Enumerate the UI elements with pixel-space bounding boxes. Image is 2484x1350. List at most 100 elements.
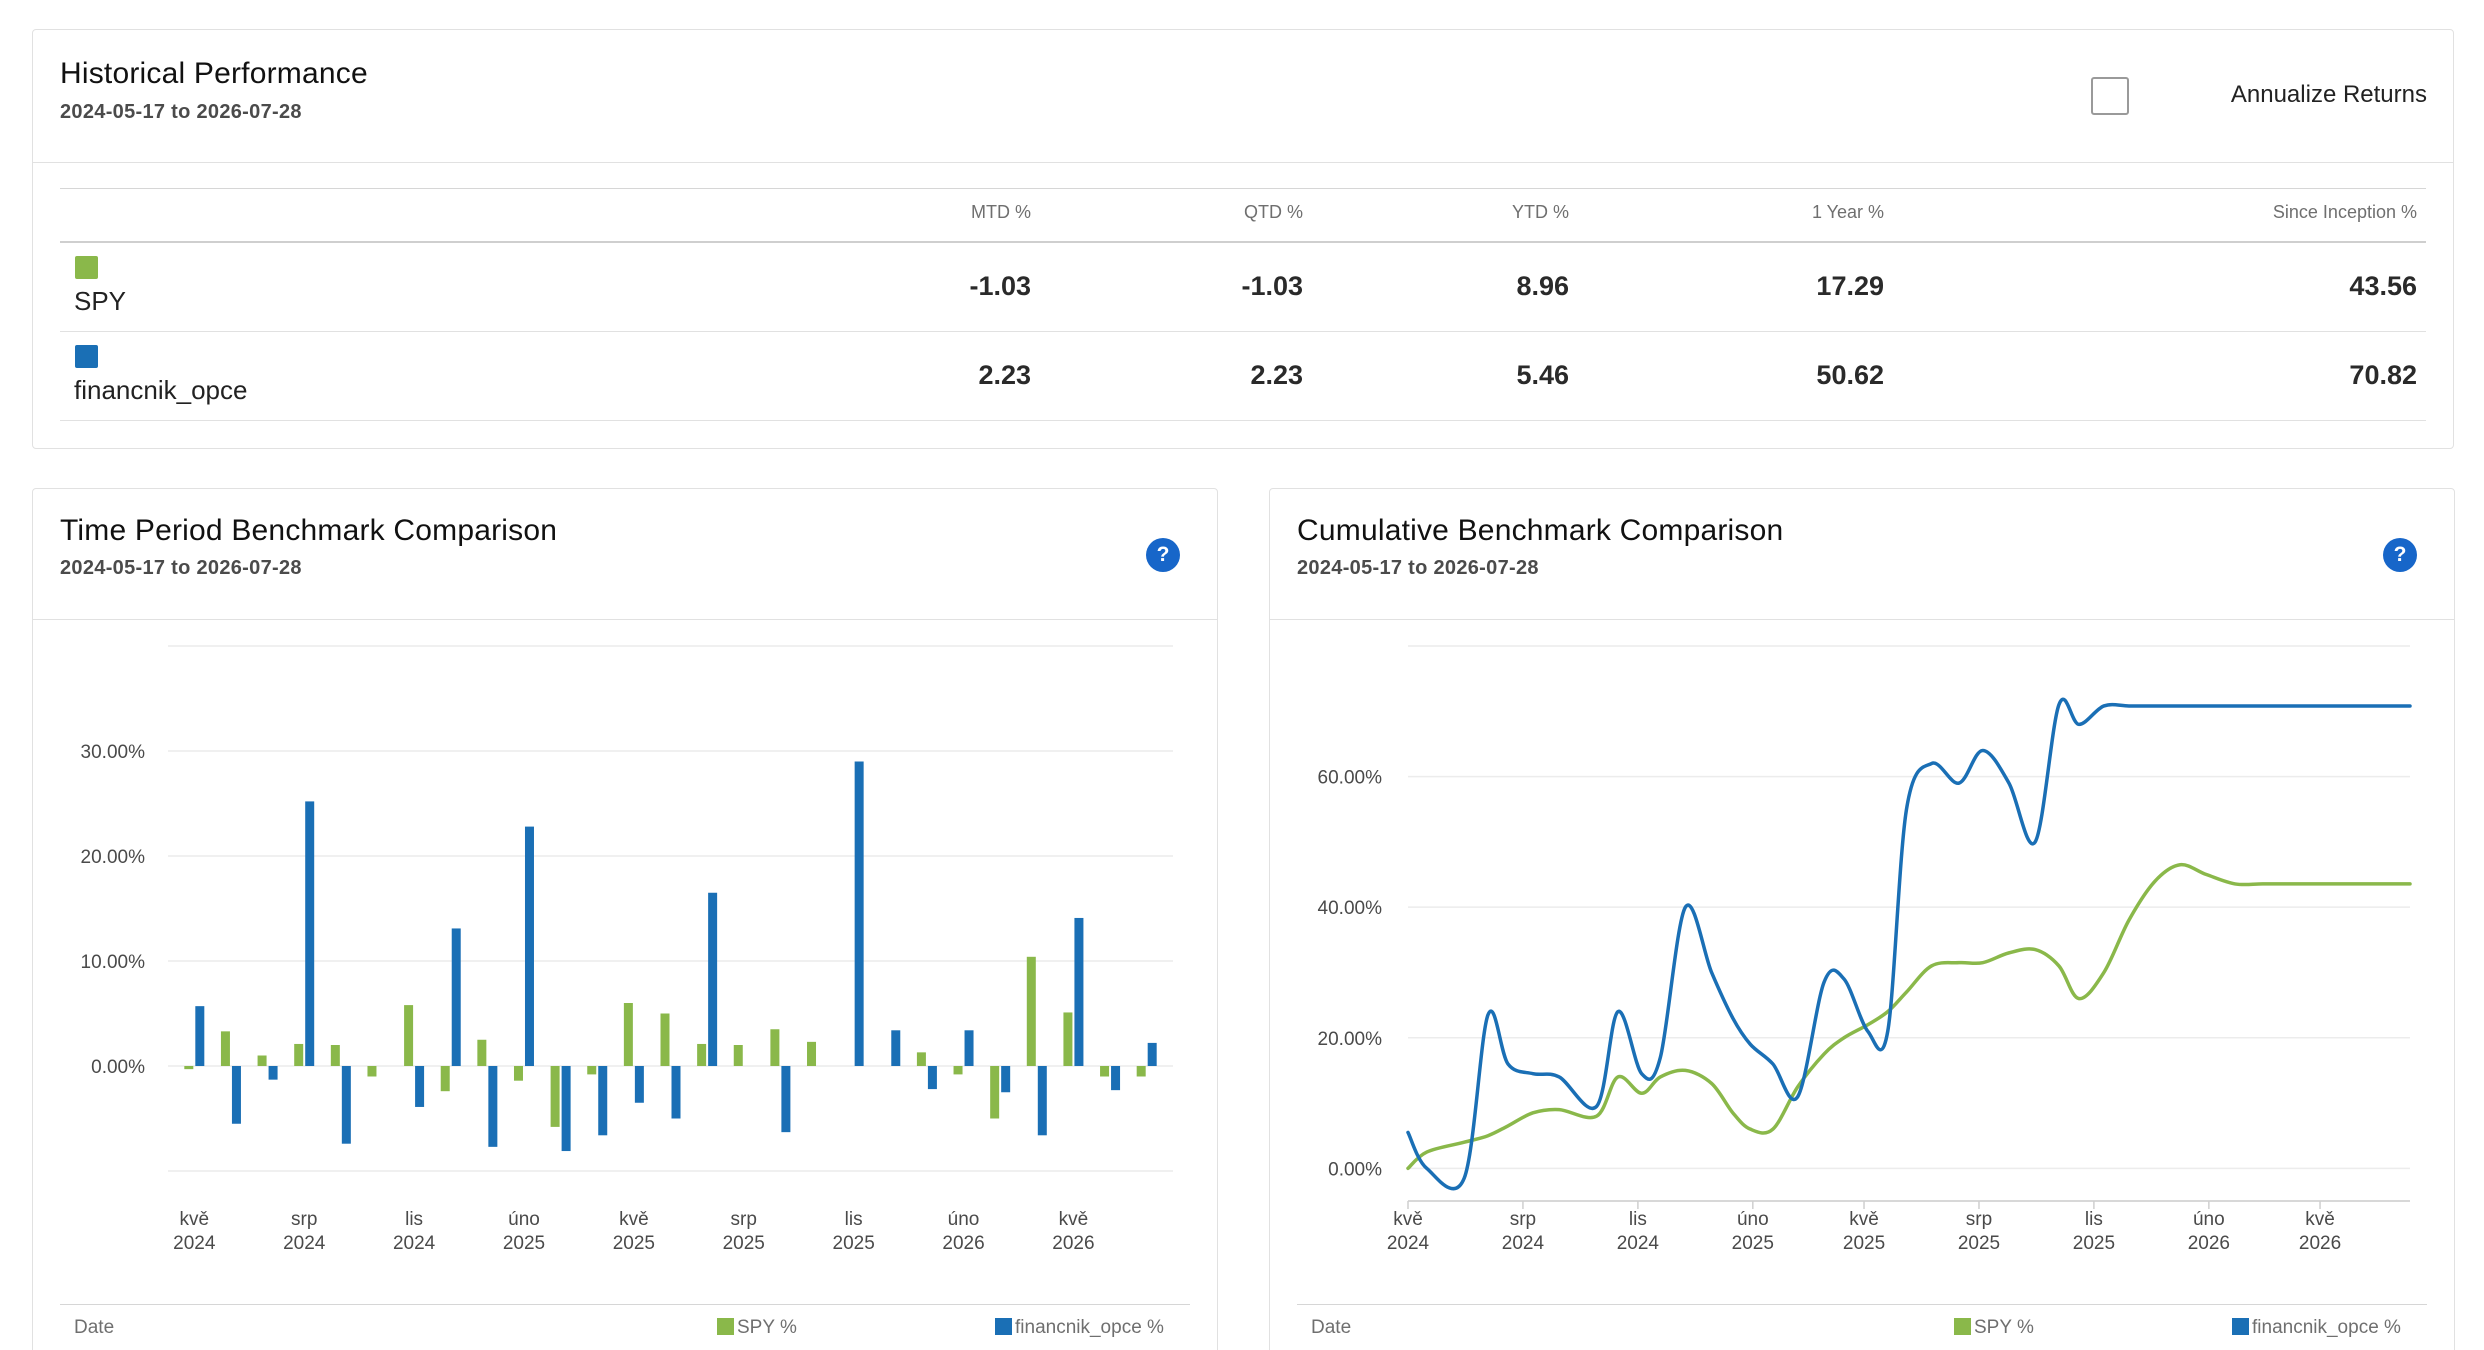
spy-bar[interactable] [477, 1039, 487, 1066]
x-tick-label: kvě [2305, 1209, 2335, 1230]
legend-date-label: Date [74, 1317, 115, 1338]
spy-bar[interactable] [990, 1066, 1000, 1119]
y-tick-label: 0.00% [91, 1057, 145, 1078]
spy-legend-swatch-icon [717, 1318, 734, 1335]
financnik-bar[interactable] [1037, 1066, 1047, 1136]
column-header-qtd[interactable]: QTD % [1243, 202, 1303, 222]
x-tick-year: 2025 [1843, 1233, 1885, 1254]
financnik-bar[interactable] [708, 892, 718, 1066]
financnik-bar[interactable] [1111, 1066, 1121, 1091]
financnik-legend-swatch-icon [995, 1318, 1012, 1335]
financnik-bar[interactable] [891, 1030, 901, 1066]
financnik-bar[interactable] [671, 1066, 681, 1119]
y-tick-label: 20.00% [1318, 1029, 1383, 1050]
annualize-returns-label[interactable]: Annualize Returns [2230, 81, 2427, 108]
financnik-bar[interactable] [927, 1066, 937, 1090]
x-tick-label: úno [508, 1209, 540, 1230]
x-tick-year: 2024 [1502, 1233, 1545, 1254]
spy-bar[interactable] [294, 1043, 304, 1066]
spy-bar[interactable] [697, 1043, 707, 1066]
financnik-legend-swatch-icon [2232, 1318, 2249, 1335]
financnik-bar[interactable] [305, 801, 315, 1066]
x-tick-label: úno [1737, 1209, 1769, 1230]
spy-line[interactable] [1406, 862, 2412, 1171]
spy-bar[interactable] [184, 1066, 194, 1070]
spy-bar[interactable] [1100, 1066, 1110, 1077]
spy-bar[interactable] [220, 1031, 230, 1066]
financnik-bar[interactable] [854, 761, 864, 1067]
financnik-bar[interactable] [634, 1066, 644, 1103]
spy-bar[interactable] [733, 1045, 743, 1066]
financnik-bar[interactable] [1001, 1066, 1011, 1093]
spy-bar[interactable] [440, 1066, 450, 1092]
legend-date-label: Date [1311, 1317, 1352, 1338]
y-tick-label: 60.00% [1318, 768, 1383, 789]
spy-bar[interactable] [1136, 1066, 1146, 1077]
x-tick-label: srp [1966, 1209, 1992, 1230]
financnik-bar[interactable] [598, 1066, 608, 1136]
spy-bar[interactable] [587, 1066, 597, 1075]
financnik-bar[interactable] [341, 1066, 351, 1144]
x-tick-label: kvě [180, 1209, 210, 1230]
column-header-1-year[interactable]: 1 Year % [1811, 202, 1884, 222]
financnik-bar[interactable] [231, 1066, 241, 1124]
spy-bar[interactable] [330, 1045, 340, 1066]
financnik-bar[interactable] [524, 826, 534, 1066]
legend-spy[interactable]: SPY % [1954, 1317, 2034, 1339]
legend-financnik[interactable]: financnik_opce % [2232, 1317, 2401, 1339]
performance-table-header: MTD % QTD % YTD % 1 Year % Since Incepti… [60, 188, 2426, 243]
cell-ytd: 5.46 [1516, 360, 1569, 390]
legend-financnik-label: financnik_opce % [2252, 1317, 2401, 1338]
cell-qtd: -1.03 [1241, 271, 1303, 301]
time-period-date-range: 2024-05-17 to 2026-07-28 [60, 557, 302, 579]
performance-table: MTD % QTD % YTD % 1 Year % Since Incepti… [60, 188, 2426, 421]
spy-bar[interactable] [513, 1066, 523, 1081]
financnik-bar[interactable] [1147, 1042, 1157, 1066]
financnik-bar[interactable] [488, 1066, 498, 1147]
column-header-since-inception[interactable]: Since Inception % [2272, 202, 2417, 222]
financnik-bar[interactable] [561, 1066, 571, 1152]
legend-financnik[interactable]: financnik_opce % [995, 1317, 1164, 1339]
financnik-bar[interactable] [451, 928, 461, 1066]
spy-bar[interactable] [623, 1003, 633, 1066]
financnik-bar[interactable] [268, 1066, 278, 1080]
cell-since-inception: 70.82 [2349, 360, 2417, 390]
cell-1-year: 50.62 [1816, 360, 1884, 390]
spy-bar[interactable] [807, 1041, 817, 1066]
spy-bar[interactable] [1063, 1012, 1073, 1066]
x-tick-label: úno [2193, 1209, 2225, 1230]
spy-bar[interactable] [550, 1066, 560, 1127]
help-question-icon[interactable]: ? [1146, 538, 1180, 572]
column-header-mtd[interactable]: MTD % [971, 202, 1031, 222]
annualize-returns-checkbox[interactable] [2091, 77, 2129, 115]
cell-since-inception: 43.56 [2349, 271, 2417, 301]
time-period-bar-chart: 0.00% 10.00% 20.00% 30.00% kvě 2024 srp 2024 lis… [81, 645, 1173, 1254]
help-question-icon[interactable]: ? [2383, 538, 2417, 572]
column-header-ytd[interactable]: YTD % [1511, 202, 1569, 222]
x-tick-year: 2025 [723, 1233, 765, 1254]
spy-bar[interactable] [770, 1029, 780, 1066]
spy-bar[interactable] [1026, 956, 1036, 1066]
financnik-bar[interactable] [964, 1030, 974, 1066]
financnik-line[interactable] [1406, 697, 2412, 1191]
spy-bar[interactable] [660, 1013, 670, 1067]
x-tick-year: 2025 [1732, 1233, 1774, 1254]
legend-spy[interactable]: SPY % [717, 1317, 797, 1339]
spy-bar[interactable] [257, 1055, 267, 1067]
spy-bar[interactable] [404, 1005, 414, 1066]
spy-bar[interactable] [916, 1052, 926, 1066]
x-tick-year: 2025 [833, 1233, 875, 1254]
financnik-bar[interactable] [195, 1006, 205, 1066]
spy-bar[interactable] [953, 1066, 963, 1075]
historical-performance-header: Historical Performance 2024-05-17 to 202… [33, 30, 2453, 163]
x-tick-label: kvě [619, 1209, 649, 1230]
spy-bar[interactable] [367, 1066, 377, 1077]
historical-performance-title: Historical Performance [60, 57, 368, 90]
x-tick-label: kvě [1059, 1209, 1089, 1230]
financnik-bar[interactable] [1074, 917, 1084, 1066]
x-tick-year: 2026 [1052, 1233, 1094, 1254]
financnik-bar[interactable] [781, 1066, 791, 1133]
y-tick-label: 0.00% [1328, 1159, 1382, 1180]
y-tick-label: 10.00% [81, 952, 146, 973]
financnik-bar[interactable] [415, 1066, 425, 1107]
